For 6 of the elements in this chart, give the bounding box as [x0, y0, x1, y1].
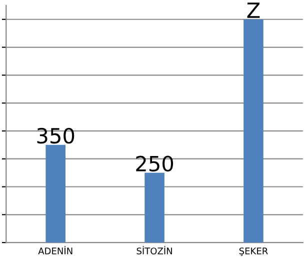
data-label: Z [247, 2, 260, 18]
data-label: 350 [37, 128, 74, 144]
x-tick-label: ŞEKER [239, 248, 268, 256]
data-label: 250 [136, 156, 174, 172]
x-tick-label: SİTOZİN [136, 246, 172, 254]
x-tick-label: ADENİN [38, 246, 72, 254]
